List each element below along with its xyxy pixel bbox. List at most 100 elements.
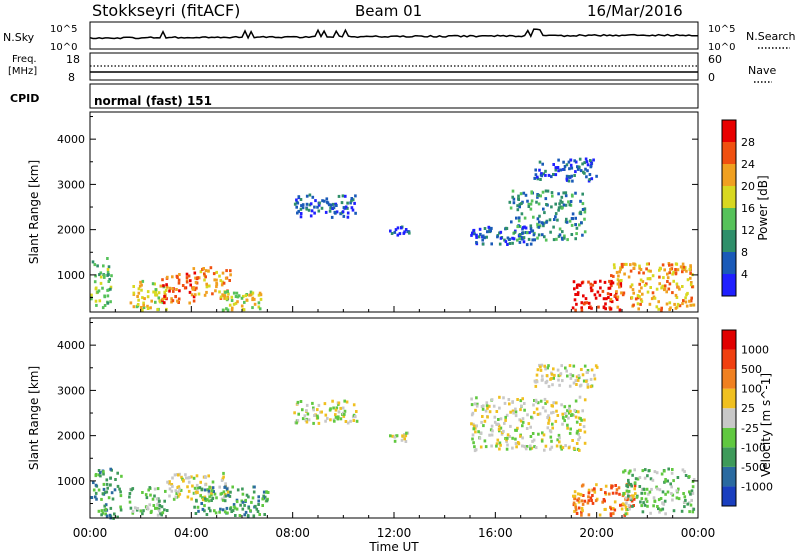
heatmap-cell [634,297,638,301]
heatmap-cell [609,514,613,517]
heatmap-cell [476,402,479,406]
heatmap-cell [99,281,103,285]
heatmap-cell [196,276,200,280]
heatmap-cell [533,399,536,402]
heatmap-cell [232,503,236,507]
heatmap-cell [92,488,96,492]
heatmap-cell [576,492,580,496]
heatmap-cell [576,429,579,433]
heatmap-cell [534,384,538,388]
heatmap-cell [593,373,596,377]
heatmap-cell [514,442,518,445]
heatmap-cell [529,207,533,211]
heatmap-cell [642,271,645,275]
heatmap-cell [111,497,115,501]
heatmap-cell [197,292,201,296]
heatmap-cell [524,226,528,230]
heatmap-cell [539,194,542,198]
heatmap-cell [329,206,332,210]
heatmap-cell [208,284,211,288]
heatmap-cell [556,218,559,222]
heatmap-cell [520,202,523,205]
heatmap-cell [623,272,626,276]
heatmap-cell [575,442,579,445]
heatmap-cell [498,395,501,399]
power-frame [89,111,699,313]
heatmap-cell [246,514,250,518]
heatmap-cell [516,441,520,444]
heatmap-cell [157,501,160,505]
heatmap-cell [205,282,208,286]
heatmap-cell [543,364,546,368]
heatmap-cell [560,195,564,199]
heatmap-cell [559,168,563,172]
heatmap-cell [518,237,521,241]
heatmap-cell [536,412,540,416]
heatmap-cell [537,202,541,206]
heatmap-cell [540,174,544,178]
heatmap-cell [691,491,695,495]
heatmap-cell [677,487,680,491]
heatmap-cell [161,511,165,515]
colorbar-tick-label: 100 [741,383,762,396]
heatmap-cell [140,288,143,292]
heatmap-cell [198,486,202,490]
heatmap-cell [306,412,310,416]
heatmap-cell [574,508,578,512]
heatmap-cell [498,242,502,246]
heatmap-cell [506,236,510,240]
heatmap-cell [295,421,298,425]
heatmap-cell [408,231,411,235]
heatmap-cell [681,285,684,288]
heatmap-cell [516,426,519,430]
heatmap-cell [583,364,587,368]
heatmap-cell [394,228,398,232]
heatmap-cell [589,164,593,168]
heatmap-cell [626,508,630,511]
heatmap-cell [510,220,513,224]
heatmap-cell [640,286,643,290]
heatmap-cell [175,288,178,291]
heatmap-cell [688,267,692,271]
heatmap-cell [666,280,669,283]
heatmap-cell [561,379,564,383]
heatmap-cell [587,513,591,517]
heatmap-cell [496,235,499,239]
heatmap-cell [475,241,478,244]
heatmap-cell [193,486,197,490]
heatmap-cell [168,286,172,290]
heatmap-cell [509,424,512,428]
heatmap-cell [616,305,620,309]
heatmap-cell [506,443,509,447]
heatmap-cell [312,408,315,412]
heatmap-cell [579,417,582,421]
heatmap-cell [573,490,577,494]
heatmap-cell [568,167,571,171]
heatmap-cell [475,424,478,428]
heatmap-cell [329,418,332,422]
heatmap-cell [574,293,577,296]
heatmap-cell [540,221,544,225]
heatmap-cell [323,199,326,203]
heatmap-cell [258,291,262,295]
heatmap-cell [171,275,174,279]
heatmap-cell [141,491,144,494]
heatmap-cell [518,225,522,228]
heatmap-cell [627,275,631,279]
heatmap-cell [101,286,104,290]
heatmap-cell [114,478,117,481]
heatmap-cell [560,364,563,368]
heatmap-cell [472,427,476,431]
heatmap-cell [569,372,572,376]
heatmap-cell [586,501,590,505]
heatmap-cell [689,303,692,307]
heatmap-cell [490,424,494,428]
heatmap-cell [621,265,624,269]
heatmap-cell [577,506,581,510]
heatmap-cell [671,291,674,295]
heatmap-cell [346,421,350,425]
heatmap-cell [608,279,611,283]
heatmap-cell [177,473,180,477]
heatmap-cell [481,407,485,411]
heatmap-cell [310,209,314,213]
